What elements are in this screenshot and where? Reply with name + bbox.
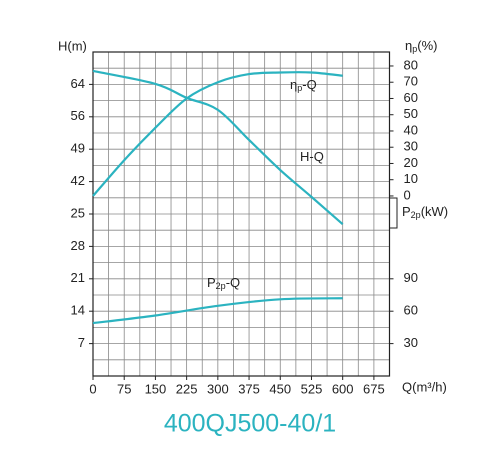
x-tick-label: 675 bbox=[363, 381, 385, 396]
x-tick-label: 525 bbox=[301, 381, 323, 396]
curve-label: ηp-Q bbox=[290, 77, 317, 93]
x-tick-label: 450 bbox=[269, 381, 291, 396]
y2-tick-label: 20 bbox=[404, 155, 418, 170]
y3-tick-label: 30 bbox=[404, 335, 418, 350]
y2-tick-label: 80 bbox=[404, 57, 418, 72]
x-tick-label: 375 bbox=[238, 381, 260, 396]
y-tick-label: 49 bbox=[71, 141, 85, 156]
x-tick-label: 75 bbox=[117, 381, 131, 396]
curve-label-tail: -Q bbox=[226, 275, 240, 290]
y-tick-label: 21 bbox=[71, 270, 85, 285]
curve-label: P2p-Q bbox=[207, 275, 240, 291]
y-tick-label: 25 bbox=[71, 205, 85, 220]
curve-label: H-Q bbox=[300, 149, 324, 164]
x-tick-label: 300 bbox=[207, 381, 229, 396]
x-tick-label: 0 bbox=[89, 381, 96, 396]
y-tick-label: 42 bbox=[71, 173, 85, 188]
x-tick-label: 600 bbox=[332, 381, 354, 396]
curve-label-sub: 2p bbox=[216, 281, 226, 291]
curve-label-sub: p bbox=[297, 83, 302, 93]
y2-tick-label: 50 bbox=[404, 106, 418, 121]
y2-tick-label: 70 bbox=[404, 74, 418, 89]
y3-tick-label: 90 bbox=[404, 270, 418, 285]
y-tick-label: 7 bbox=[78, 335, 85, 350]
y2-axis-label: ηp(%) bbox=[405, 38, 437, 54]
y-axis-label: H(m) bbox=[58, 38, 87, 53]
y2-tick-label: 0 bbox=[404, 187, 411, 202]
x-axis-label: Q(m³/h) bbox=[402, 379, 447, 394]
y3-tick-label: 60 bbox=[404, 303, 418, 318]
axis-bracket bbox=[389, 197, 398, 229]
y-tick-label: 28 bbox=[71, 238, 85, 253]
curve bbox=[92, 69, 344, 226]
curve bbox=[92, 71, 343, 197]
curve-label-main: H-Q bbox=[300, 149, 324, 164]
curve bbox=[92, 297, 343, 325]
y-tick-label: 64 bbox=[71, 76, 85, 91]
curve-label-main: P bbox=[207, 275, 216, 290]
curve-label-tail: -Q bbox=[302, 77, 316, 92]
y2-tick-label: 30 bbox=[404, 139, 418, 154]
curve-label-main: η bbox=[290, 77, 297, 92]
y2-tick-label: 10 bbox=[404, 171, 418, 186]
y-tick-label: 14 bbox=[71, 303, 85, 318]
y2-tick-label: 60 bbox=[404, 90, 418, 105]
chart-title: 400QJ500-40/1 bbox=[164, 410, 336, 438]
y-tick-label: 56 bbox=[71, 108, 85, 123]
y3-axis-label: P2p(kW) bbox=[402, 204, 448, 220]
x-tick-label: 150 bbox=[145, 381, 167, 396]
y2-tick-label: 40 bbox=[404, 122, 418, 137]
x-tick-label: 225 bbox=[176, 381, 198, 396]
